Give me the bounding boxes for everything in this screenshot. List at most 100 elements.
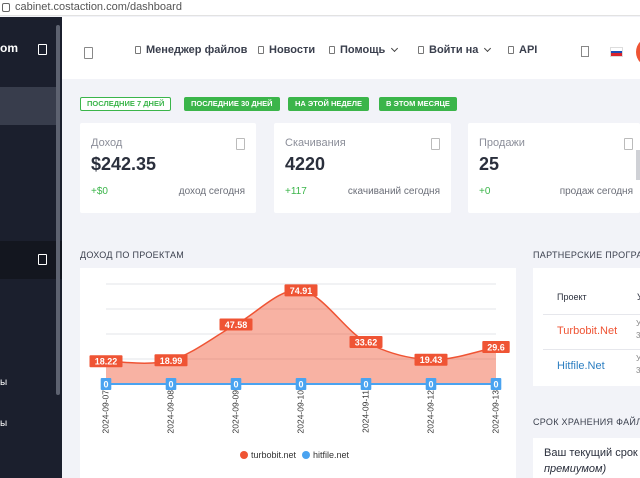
nav-label: Войти на — [429, 44, 479, 56]
nav-label: Менеджер файлов — [146, 44, 248, 56]
turbobit-data-label-bg — [154, 354, 188, 367]
stat-caption: скачиваний сегодня — [347, 186, 440, 197]
nav-api[interactable]: API — [508, 44, 537, 56]
url-text[interactable]: cabinet.costaction.com/dashboard — [15, 1, 182, 13]
menu-toggle-icon[interactable] — [84, 47, 93, 59]
hitfile-data-label: 0 — [103, 380, 108, 390]
downloads-icon — [431, 138, 440, 150]
sidebar-brand[interactable]: om — [0, 41, 18, 55]
nav-label: API — [519, 44, 538, 56]
column-header-partial: У — [637, 292, 640, 302]
login-icon — [418, 46, 424, 54]
filter-last-30-days[interactable]: ПОСЛЕДНИЕ 30 ДНЕЙ — [184, 97, 280, 111]
partner-link-hitfile[interactable]: Hitfile.Net — [557, 360, 605, 372]
nav-help[interactable]: Помощь — [329, 44, 399, 56]
nav-label: Новости — [269, 44, 316, 56]
file-manager-icon — [135, 46, 141, 54]
x-tick-label: 2024-09-10 — [295, 390, 305, 434]
stat-delta: +$0 — [91, 186, 108, 197]
nav-news[interactable]: Новости — [258, 44, 315, 56]
hitfile-data-label-bg — [490, 378, 502, 390]
nav-label: Помощь — [340, 44, 386, 56]
hitfile-data-label: 0 — [298, 380, 303, 390]
stat-label: Продажи — [479, 137, 525, 149]
hitfile-data-label-bg — [100, 378, 112, 390]
filter-this-month[interactable]: В ЭТОМ МЕСЯЦЕ — [379, 97, 457, 111]
turbobit-data-label: 18.22 — [95, 357, 118, 367]
partner-section-title: ПАРТНЕРСКИЕ ПРОГРАММЫ — [533, 250, 640, 260]
sales-icon — [624, 138, 633, 150]
x-tick-label: 2024-09-13 — [490, 390, 500, 434]
stat-caption: доход сегодня — [178, 186, 245, 197]
income-section-title: ДОХОД ПО ПРОЕКТАМ — [80, 250, 185, 260]
legend-label: hitfile.net — [313, 450, 350, 460]
nav-login-to[interactable]: Войти на — [418, 44, 492, 56]
sidebar-collapse-icon[interactable] — [38, 44, 47, 55]
income-icon — [236, 138, 245, 150]
x-tick-label: 2024-09-09 — [230, 390, 240, 434]
site-info-icon[interactable] — [2, 3, 10, 12]
sidebar-scrollbar[interactable] — [56, 25, 60, 395]
table-divider — [543, 314, 640, 315]
sidebar: om ы ы — [0, 17, 62, 478]
income-chart-card: 18.22 18.99 47.58 74.91 33.62 19.43 29.6 0 0 0 0 0 0… — [80, 268, 516, 478]
turbobit-data-label: 18.99 — [160, 356, 183, 366]
partner-programs-table: Проект У Turbobit.Net У 3 Hitfile.Net У … — [533, 268, 640, 386]
partner-link-turbobit[interactable]: Turbobit.Net — [557, 325, 618, 337]
sidebar-item-active[interactable] — [0, 87, 60, 125]
apps-icon[interactable] — [581, 46, 589, 57]
hitfile-data-label-bg — [425, 378, 437, 390]
turbobit-data-label-bg — [349, 335, 383, 348]
x-tick-label: 2024-09-12 — [425, 390, 435, 434]
legend-marker — [240, 451, 248, 459]
user-avatar[interactable] — [636, 37, 640, 67]
chevron-down-icon — [391, 44, 399, 53]
stat-label: Скачивания — [285, 137, 346, 149]
sidebar-item-label[interactable]: ы — [0, 377, 8, 388]
turbobit-data-label-bg — [219, 318, 253, 331]
hitfile-data-label-bg — [295, 378, 307, 390]
x-tick-label: 2024-09-11 — [360, 390, 370, 433]
top-navigation: Менеджер файлов Новости Помощь Войти на … — [62, 17, 640, 79]
legend-marker — [302, 451, 310, 459]
table-cell-cut: У — [636, 319, 640, 328]
hitfile-data-label: 0 — [168, 380, 173, 390]
turbobit-data-label: 29.6 — [487, 343, 505, 353]
stat-card-sales: Продажи 25 +0 продаж сегодня — [468, 123, 640, 213]
table-divider — [543, 349, 640, 350]
hitfile-data-label: 0 — [493, 380, 498, 390]
hitfile-data-label: 0 — [233, 380, 238, 390]
russian-flag-icon[interactable] — [610, 47, 623, 57]
nav-file-manager[interactable]: Менеджер файлов — [135, 44, 247, 56]
sidebar-section-icon[interactable] — [38, 254, 47, 265]
turbobit-data-label: 33.62 — [355, 337, 378, 347]
x-tick-label: 2024-09-08 — [165, 390, 175, 434]
api-icon — [508, 46, 514, 54]
stat-card-income: Доход $242.35 +$0 доход сегодня — [80, 123, 256, 213]
column-header-project: Проект — [557, 292, 587, 302]
sidebar-section-header[interactable] — [0, 241, 62, 279]
stat-delta: +117 — [285, 186, 307, 197]
table-cell-cut: 3 — [636, 366, 640, 375]
legend-label: turbobit.net — [251, 450, 297, 460]
stat-delta: +0 — [479, 186, 491, 197]
help-icon — [329, 46, 335, 54]
turbobit-data-label: 74.91 — [290, 286, 313, 296]
sidebar-item-label[interactable]: ы — [0, 418, 8, 429]
table-cell-cut: У — [636, 354, 640, 363]
stat-value: 25 — [479, 154, 500, 174]
filter-last-7-days[interactable]: ПОСЛЕДНИЕ 7 ДНЕЙ — [80, 97, 172, 111]
filter-this-week[interactable]: НА ЭТОЙ НЕДЕЛЕ — [288, 97, 369, 111]
stat-value: 4220 — [285, 154, 326, 174]
hitfile-data-label-bg — [230, 378, 242, 390]
browser-address-bar[interactable]: cabinet.costaction.com/dashboard — [0, 0, 640, 16]
stat-card-downloads: Скачивания 4220 +117 скачиваний сегодня — [274, 123, 451, 213]
turbobit-area — [106, 290, 496, 384]
storage-section-title: СРОК ХРАНЕНИЯ ФАЙЛОВ — [533, 417, 640, 427]
stat-value: $242.35 — [91, 154, 157, 174]
page-scrollbar[interactable] — [636, 150, 640, 180]
hitfile-data-label: 0 — [428, 380, 433, 390]
storage-text-italic: премиумом) — [544, 463, 607, 475]
turbobit-data-label: 47.58 — [225, 320, 248, 330]
chevron-down-icon — [484, 44, 492, 53]
